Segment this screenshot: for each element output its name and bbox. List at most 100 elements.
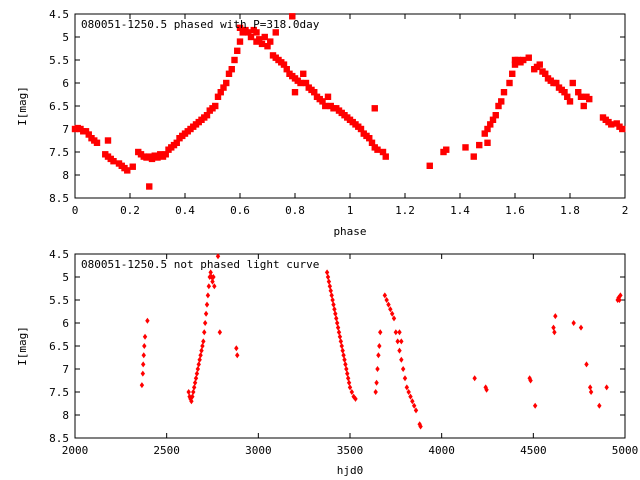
data-point xyxy=(382,292,388,299)
data-point xyxy=(253,29,260,36)
panel-title: 080051-1250.5 phased with P=318.0day xyxy=(81,18,320,31)
x-tick-label: 2500 xyxy=(153,444,180,457)
data-point xyxy=(373,389,378,395)
data-point xyxy=(338,338,344,345)
data-point xyxy=(193,375,199,382)
data-point xyxy=(498,98,505,105)
data-point xyxy=(85,131,92,138)
data-point xyxy=(124,167,131,174)
data-point xyxy=(406,389,411,395)
data-point xyxy=(234,345,239,352)
data-point xyxy=(341,352,346,359)
x-tick-label: 0.4 xyxy=(175,204,195,217)
data-point xyxy=(443,146,450,153)
x-tick-label: 1.4 xyxy=(450,204,470,217)
data-point xyxy=(140,370,146,377)
data-point xyxy=(580,102,587,110)
data-point xyxy=(343,361,348,368)
data-point xyxy=(408,393,413,400)
data-point xyxy=(571,320,576,326)
data-point xyxy=(399,356,404,363)
x-axis-ticks: 2000 2500 3000 3500 4000 4500 5000 xyxy=(62,254,638,457)
data-points xyxy=(71,13,626,190)
data-point xyxy=(511,61,519,68)
y-axis-ticks: 4.5 5 5.5 6 6.5 7 7.5 8 8.5 xyxy=(49,248,625,445)
data-point xyxy=(328,287,333,294)
data-point xyxy=(326,278,332,285)
x-tick-label: 0 xyxy=(72,204,79,217)
data-point xyxy=(347,384,353,391)
data-point xyxy=(578,324,584,331)
data-point xyxy=(267,38,274,45)
data-point xyxy=(291,89,299,96)
data-point xyxy=(247,33,255,41)
data-point xyxy=(382,153,389,160)
data-point xyxy=(552,329,557,336)
data-point xyxy=(191,384,197,391)
data-point xyxy=(205,292,211,299)
data-point xyxy=(353,395,358,402)
data-point xyxy=(604,384,609,391)
y-tick-label: 6 xyxy=(62,77,69,90)
data-point xyxy=(489,116,497,123)
y-axis-title: I[mag] xyxy=(16,86,29,126)
data-point xyxy=(212,102,219,110)
data-point xyxy=(311,89,318,96)
data-point xyxy=(215,253,221,260)
data-point xyxy=(332,306,337,313)
data-point xyxy=(154,154,161,161)
x-tick-label: 0.2 xyxy=(120,204,140,217)
data-point xyxy=(553,313,558,320)
panel-title: 080051-1250.5 not phased light curve xyxy=(81,258,319,271)
data-point xyxy=(399,338,404,345)
data-point xyxy=(511,56,519,64)
data-point xyxy=(264,43,271,50)
data-point xyxy=(413,407,419,414)
x-tick-label: 1.6 xyxy=(505,204,525,217)
data-point xyxy=(349,389,355,395)
data-point xyxy=(561,89,568,96)
data-point xyxy=(520,56,527,64)
data-point xyxy=(378,329,383,336)
data-point xyxy=(375,366,380,372)
x-tick-label: 0.6 xyxy=(230,204,250,217)
data-point xyxy=(93,139,101,146)
data-point xyxy=(470,153,477,160)
data-point xyxy=(236,38,244,45)
y-tick-label: 7.5 xyxy=(49,146,69,159)
data-point xyxy=(506,79,513,87)
data-point xyxy=(495,102,502,110)
data-point xyxy=(194,370,200,377)
data-point xyxy=(195,366,201,372)
data-point xyxy=(200,343,205,349)
data-point xyxy=(377,343,382,349)
x-tick-label: 4500 xyxy=(520,444,547,457)
data-point xyxy=(366,135,373,142)
data-point xyxy=(256,36,263,43)
data-point xyxy=(339,343,344,349)
data-point xyxy=(484,125,491,133)
x-tick-label: 2000 xyxy=(62,444,89,457)
data-point xyxy=(575,89,582,96)
data-point xyxy=(146,183,153,190)
data-point xyxy=(234,47,241,54)
data-point xyxy=(481,130,488,137)
data-point xyxy=(324,93,332,100)
x-tick-label: 4000 xyxy=(428,444,455,457)
data-point xyxy=(374,146,381,153)
data-points xyxy=(139,253,623,430)
data-point xyxy=(395,338,400,345)
data-point xyxy=(618,292,623,299)
data-point xyxy=(141,361,146,368)
data-point xyxy=(472,375,477,382)
data-point xyxy=(300,70,307,77)
data-point xyxy=(536,61,543,68)
data-point xyxy=(225,70,233,77)
data-point xyxy=(236,24,244,31)
data-point xyxy=(208,269,213,276)
data-point xyxy=(202,329,207,336)
data-point xyxy=(212,283,217,290)
data-point xyxy=(402,375,408,382)
